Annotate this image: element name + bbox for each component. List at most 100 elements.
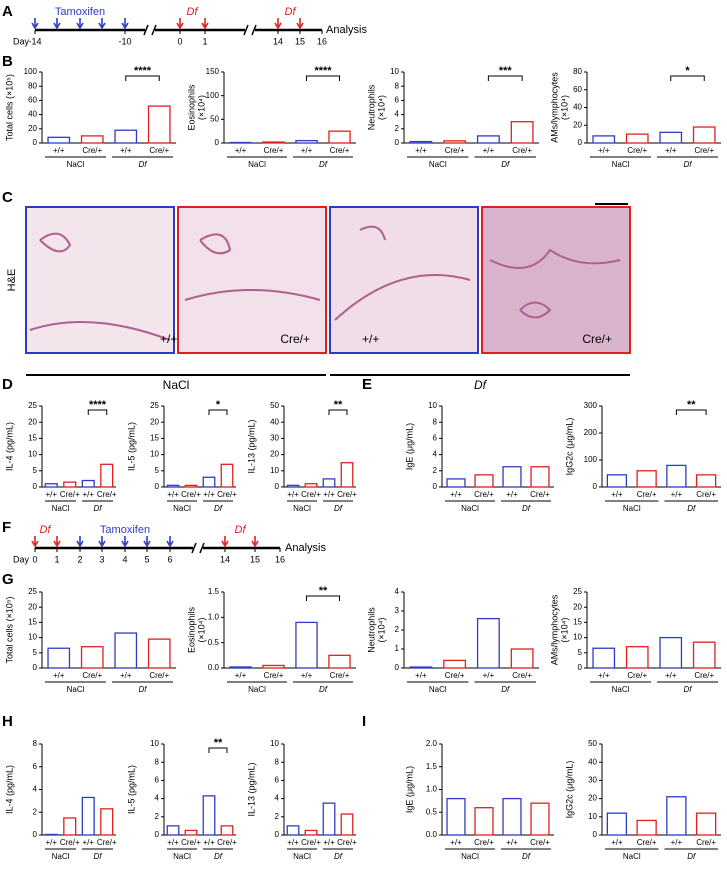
day-label: 2 [77,554,82,564]
x-tick-label: +/+ [203,838,215,847]
x-tick-label: +/+ [665,671,677,680]
x-tick-label: +/+ [235,146,247,155]
y-tick-label: 6 [433,434,438,443]
y-tick-label: 10 [270,466,279,475]
y-axis-label: Total cells (×10⁵) [4,74,14,141]
x-tick-label: Cre/+ [217,490,237,499]
group-label: NaCl [461,852,479,861]
y-tick-label: 60 [28,96,37,105]
bar [185,830,197,835]
x-tick-label: +/+ [45,838,57,847]
y-tick-label: 4 [395,110,400,119]
group-label: NaCl [173,504,191,513]
significance-label: ** [214,737,223,749]
y-tick-label: 0 [578,663,583,672]
y-tick-label: 10 [573,633,582,642]
arrow [122,18,128,28]
group-label: Df [684,160,693,169]
x-tick-label: +/+ [203,490,215,499]
bar [341,814,353,835]
group-label: NaCl [623,852,641,861]
arrow [252,536,258,546]
y-tick-label: 0 [155,482,160,491]
x-tick-label: +/+ [120,146,132,155]
significance-label: ** [319,585,328,597]
bar [593,648,614,668]
y-tick-label: 10 [150,450,159,459]
x-tick-label: +/+ [167,838,179,847]
group-label: NaCl [248,160,266,169]
x-tick-label: +/+ [598,146,610,155]
y-tick-label: 0.0 [426,830,438,839]
significance-label: * [685,65,690,77]
y-tick-label: 40 [270,417,279,426]
y-tick-label: 10 [28,633,37,642]
arrow [202,18,208,28]
y-tick-label: 2.0 [426,739,438,748]
bar [410,667,432,668]
y-tick-label: 4 [33,785,38,794]
bar [167,485,179,487]
y-tick-label: 20 [270,450,279,459]
y-axis-label: IL-13 (pg/mL) [246,419,256,473]
x-tick-label: Cre/+ [60,490,80,499]
bar [697,475,716,487]
x-tick-label: +/+ [598,671,610,680]
day-title: Day [13,36,30,46]
x-tick-label: +/+ [450,838,462,847]
y-axis-label: IgE (μg/mL) [404,423,414,470]
x-tick-label: +/+ [415,671,427,680]
x-tick-label: +/+ [167,490,179,499]
panel-letter: G [2,571,14,588]
histology-images [26,204,630,375]
y-axis-label: IL-4 (pg/mL) [4,765,14,814]
x-tick-label: +/+ [301,671,313,680]
bar [115,130,136,143]
day-label: 0 [32,554,37,564]
group-label: NaCl [293,852,311,861]
bar [694,127,715,143]
y-tick-label: 20 [588,794,597,803]
y-axis-label: (×10⁴) [559,617,569,642]
y-tick-label: 20 [150,417,159,426]
y-tick-label: 100 [24,67,38,76]
x-tick-label: Cre/+ [637,838,657,847]
y-tick-label: 5 [33,648,38,657]
x-tick-label: Cre/+ [330,146,350,155]
x-tick-label: +/+ [665,146,677,155]
panel-letter: C [2,189,13,206]
y-tick-label: 0 [275,830,280,839]
y-tick-label: 20 [573,120,582,129]
panel-letter: E [362,376,372,393]
bar [667,465,686,487]
bar [305,830,317,835]
x-tick-label: +/+ [611,490,623,499]
bar [263,142,284,143]
bar [637,820,656,835]
y-tick-label: 1.0 [208,612,220,621]
genotype-label: Cre/+ [280,332,310,346]
group-label: Df [139,685,148,694]
y-tick-label: 1.5 [208,587,220,596]
y-tick-label: 0 [215,138,220,147]
x-tick-label: +/+ [45,490,57,499]
group-label: NaCl [52,504,70,513]
y-axis-label: IgG2c (μg/mL) [564,418,574,476]
x-tick-label: Cre/+ [149,146,169,155]
y-tick-label: 0 [275,482,280,491]
group-label: Df [94,852,103,861]
y-tick-label: 10 [28,450,37,459]
x-tick-label: Cre/+ [181,490,201,499]
x-tick-label: +/+ [53,146,65,155]
group-label: Df [334,504,343,513]
bar [607,813,626,835]
analysis-label: Analysis [285,542,326,554]
bar [511,122,533,143]
bar [185,485,197,487]
x-tick-label: +/+ [82,838,94,847]
y-tick-label: 8 [33,739,38,748]
y-axis-label: Neutrophils [366,607,376,653]
x-tick-label: +/+ [301,146,313,155]
significance-label: **** [314,65,332,77]
image-frame [482,207,630,353]
